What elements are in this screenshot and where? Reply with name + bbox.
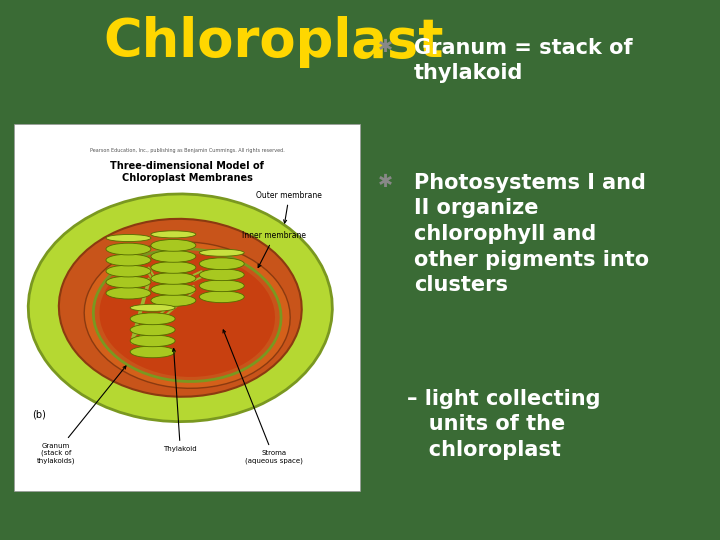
Ellipse shape <box>99 253 275 377</box>
Ellipse shape <box>106 234 151 241</box>
Ellipse shape <box>151 251 196 262</box>
Ellipse shape <box>199 269 244 281</box>
Ellipse shape <box>199 249 244 256</box>
Ellipse shape <box>94 249 281 381</box>
Ellipse shape <box>106 265 151 277</box>
Ellipse shape <box>106 243 151 255</box>
Ellipse shape <box>130 346 175 357</box>
Ellipse shape <box>199 291 244 302</box>
Ellipse shape <box>106 276 151 288</box>
Text: Chloroplast: Chloroplast <box>104 16 444 68</box>
Text: (b): (b) <box>32 410 45 420</box>
Ellipse shape <box>199 280 244 292</box>
Ellipse shape <box>59 219 302 397</box>
Ellipse shape <box>151 295 196 306</box>
Text: Pearson Education, Inc., publishing as Benjamin Cummings. All rights reserved.: Pearson Education, Inc., publishing as B… <box>90 148 284 153</box>
Text: Three-dimensional Model of
Chloroplast Membranes: Three-dimensional Model of Chloroplast M… <box>110 161 264 183</box>
Text: Inner membrane: Inner membrane <box>243 231 307 267</box>
Text: ✱: ✱ <box>378 38 393 56</box>
Ellipse shape <box>151 284 196 295</box>
Text: Granum = stack of
thylakoid: Granum = stack of thylakoid <box>414 38 633 83</box>
Ellipse shape <box>130 304 175 312</box>
Text: Granum
(stack of
thylakoids): Granum (stack of thylakoids) <box>37 366 126 463</box>
Ellipse shape <box>199 258 244 269</box>
Text: Stroma
(aqueous space): Stroma (aqueous space) <box>223 330 302 463</box>
FancyBboxPatch shape <box>14 124 360 491</box>
Text: Thylakoid: Thylakoid <box>163 348 197 452</box>
Ellipse shape <box>130 324 175 336</box>
Text: – light collecting
   units of the
   chloroplast: – light collecting units of the chloropl… <box>407 389 600 460</box>
Ellipse shape <box>151 261 196 273</box>
Ellipse shape <box>151 273 196 284</box>
Ellipse shape <box>151 240 196 251</box>
Text: ✱: ✱ <box>378 173 393 191</box>
Ellipse shape <box>151 231 196 238</box>
Ellipse shape <box>106 287 151 299</box>
Ellipse shape <box>130 313 175 325</box>
Ellipse shape <box>130 335 175 347</box>
Ellipse shape <box>28 194 333 422</box>
Ellipse shape <box>84 242 290 388</box>
Text: Photosystems I and
II organize
chlorophyll and
other pigments into
clusters: Photosystems I and II organize chlorophy… <box>414 173 649 295</box>
Ellipse shape <box>106 254 151 266</box>
Text: Outer membrane: Outer membrane <box>256 191 322 223</box>
